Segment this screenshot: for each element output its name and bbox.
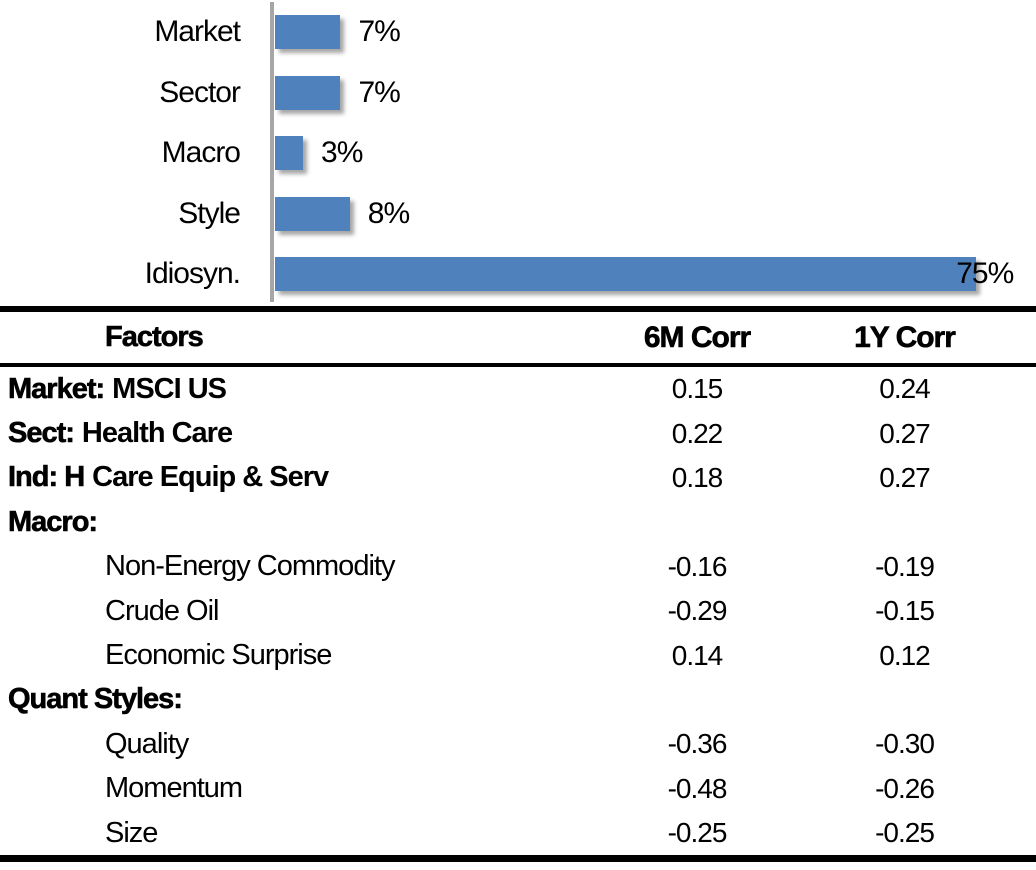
cell-1y-corr: -0.30: [875, 728, 935, 760]
cell-6m-corr: 0.14: [671, 639, 724, 671]
table-row: Crude Oil -0.29 -0.15: [0, 589, 1036, 633]
row-label: Quality: [0, 728, 597, 761]
bar-value-label: 7%: [358, 75, 400, 109]
bar-category-label: Macro: [161, 136, 241, 170]
row-label-prefix: Macro:: [8, 505, 99, 539]
bar: [275, 15, 341, 50]
bar: [275, 136, 304, 171]
bar-row: Sector 7%: [0, 63, 1036, 124]
bar-row: Macro 3%: [0, 123, 1036, 184]
bar-value-label: 3%: [321, 136, 363, 170]
row-label: Sect: Health Care: [0, 417, 597, 450]
cell-6m-corr: -0.16: [667, 550, 728, 582]
cell-1y-corr: 0.27: [879, 417, 931, 449]
row-label-text: MSCI US: [112, 372, 227, 405]
table-row: Size -0.25 -0.25: [0, 811, 1036, 855]
row-label-text: Care Equip & Serv: [92, 461, 329, 494]
row-label-text: Quality: [105, 727, 189, 760]
bar: [275, 196, 350, 231]
row-label-text: Health Care: [81, 417, 233, 450]
bar-value-label: 75%: [956, 257, 1014, 291]
row-label-prefix: Quant Styles:: [8, 683, 184, 716]
table-body: Market: MSCI US 0.15 0.24 Sect: Health Care 0.…: [0, 367, 1036, 855]
header-factors: Factors: [105, 321, 204, 354]
factor-correlation-table: Factors 6M Corr 1Y Corr Market: MSCI US 0.…: [0, 306, 1036, 863]
row-label: Macro:: [0, 506, 597, 539]
cell-1y-corr: -0.15: [875, 595, 935, 627]
row-label-prefix: Ind: H: [8, 461, 86, 494]
bar-row: Idiosyn. 75%: [0, 244, 1036, 305]
row-label: Crude Oil: [0, 595, 597, 628]
table-row: Quality -0.36 -0.30: [0, 722, 1036, 766]
bar-row: Market 7%: [0, 2, 1036, 63]
table-row: Quant Styles:: [0, 678, 1036, 722]
bar: [275, 75, 341, 110]
row-label-prefix: Market:: [8, 372, 106, 405]
row-label: Quant Styles:: [0, 683, 597, 716]
row-label: Economic Surprise: [0, 639, 597, 672]
bar: [275, 257, 977, 292]
bar-category-label: Market: [154, 15, 241, 49]
cell-1y-corr: -0.26: [875, 772, 935, 804]
cell-6m-corr: 0.18: [671, 461, 724, 493]
cell-6m-corr: -0.25: [667, 817, 728, 849]
cell-6m-corr: 0.15: [671, 373, 724, 405]
row-label: Size: [0, 817, 597, 850]
bar-row: Style 8%: [0, 184, 1036, 245]
table-row: Sect: Health Care 0.22 0.27: [0, 411, 1036, 455]
row-label: Non-Energy Commodity: [0, 550, 597, 583]
bar-value-label: 8%: [367, 196, 410, 230]
cell-6m-corr: 0.22: [671, 417, 724, 449]
header-6m-corr: 6M Corr: [643, 320, 752, 354]
cell-6m-corr: -0.48: [667, 772, 728, 804]
row-label-text: Crude Oil: [105, 594, 219, 627]
bar-value-label: 7%: [358, 15, 400, 49]
row-label-text: Economic Surprise: [105, 639, 332, 672]
table-header-row: Factors 6M Corr 1Y Corr: [0, 312, 1036, 367]
cell-1y-corr: 0.12: [879, 639, 931, 671]
table-row: Macro:: [0, 500, 1036, 544]
bar-category-label: Style: [178, 196, 241, 230]
row-label-prefix: Sect:: [8, 417, 76, 450]
row-label-text: Size: [105, 816, 158, 849]
table-row: Market: MSCI US 0.15 0.24: [0, 367, 1036, 411]
bar-category-label: Sector: [159, 75, 241, 109]
cell-6m-corr: -0.29: [667, 595, 728, 627]
cell-1y-corr: -0.19: [875, 550, 935, 582]
row-label-text: Momentum: [105, 772, 243, 805]
row-label: Momentum: [0, 772, 597, 805]
cell-1y-corr: 0.27: [879, 461, 931, 493]
bar-category-label: Idiosyn.: [144, 257, 241, 291]
cell-1y-corr: -0.25: [875, 817, 935, 849]
header-1y-corr: 1Y Corr: [854, 320, 956, 354]
cell-1y-corr: 0.24: [879, 373, 931, 405]
row-label: Ind: H Care Equip & Serv: [0, 461, 597, 494]
row-label: Market: MSCI US: [0, 372, 597, 406]
chart-axis-line: [270, 2, 274, 302]
table-row: Economic Surprise 0.14 0.12: [0, 633, 1036, 677]
table-row: Non-Energy Commodity -0.16 -0.19: [0, 545, 1036, 589]
risk-decomposition-bar-chart: Market 7% Sector 7% Macro 3% Style 8% Idiosyn. 75…: [0, 0, 1036, 306]
table-row: Ind: H Care Equip & Serv 0.18 0.27: [0, 456, 1036, 500]
row-label-text: Non-Energy Commodity: [105, 550, 395, 583]
table-row: Momentum -0.48 -0.26: [0, 767, 1036, 811]
cell-6m-corr: -0.36: [667, 728, 728, 760]
